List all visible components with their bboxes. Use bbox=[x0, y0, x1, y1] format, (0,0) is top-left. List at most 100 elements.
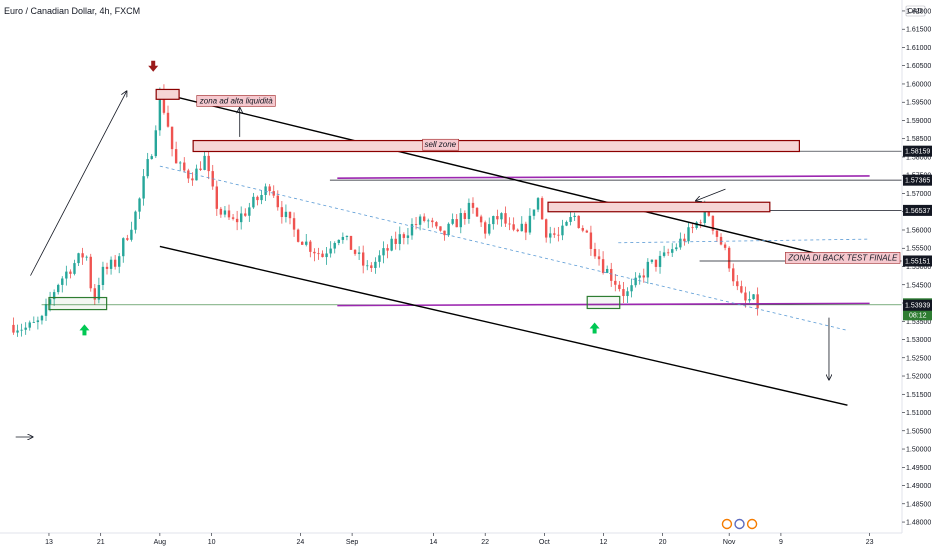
candle-body bbox=[73, 263, 76, 274]
candle-body bbox=[305, 241, 308, 245]
candle-body bbox=[20, 329, 23, 331]
candle-body bbox=[337, 239, 340, 243]
event-icon-2 bbox=[746, 518, 758, 530]
y-tick-label: 1.49000 bbox=[906, 483, 931, 490]
candle-body bbox=[443, 230, 446, 236]
candle-body bbox=[740, 286, 743, 293]
y-tick-label: 1.52000 bbox=[906, 374, 931, 381]
candle-body bbox=[134, 211, 137, 230]
candle-body bbox=[723, 244, 727, 248]
candle-body bbox=[614, 280, 617, 285]
candle-body bbox=[105, 266, 109, 269]
candle-body bbox=[296, 229, 300, 242]
y-tick-label: 1.55000 bbox=[906, 264, 931, 271]
candle-body bbox=[727, 247, 731, 269]
candle-body bbox=[524, 223, 528, 233]
candle-body bbox=[414, 224, 418, 225]
candle-body bbox=[752, 294, 755, 300]
candle-body bbox=[691, 227, 694, 229]
candle-body bbox=[544, 219, 548, 238]
candle-body bbox=[309, 241, 312, 252]
candle-body bbox=[280, 207, 284, 218]
y-tick-label: 1.61500 bbox=[906, 27, 931, 34]
candle-body bbox=[496, 216, 499, 220]
candle-body bbox=[191, 178, 194, 181]
candle-body bbox=[422, 216, 426, 221]
candle-body bbox=[24, 327, 27, 330]
price-label-bg-2 bbox=[903, 204, 932, 216]
y-tick-label: 1.59500 bbox=[906, 100, 931, 107]
x-tick-label: 10 bbox=[208, 539, 216, 546]
price-label-bg-1 bbox=[903, 174, 932, 186]
candle-body bbox=[642, 275, 645, 278]
candle-body bbox=[248, 207, 251, 216]
candle-body bbox=[589, 232, 593, 249]
x-tick-label: 12 bbox=[600, 539, 608, 546]
y-tick-label: 1.48000 bbox=[906, 520, 931, 527]
candle-body bbox=[634, 277, 637, 286]
x-tick-label: 23 bbox=[866, 539, 874, 546]
candle-body bbox=[500, 213, 503, 220]
candle-body bbox=[142, 176, 145, 199]
candle-body bbox=[483, 222, 487, 234]
candle-body bbox=[386, 248, 389, 251]
candle-body bbox=[162, 91, 166, 113]
candle-body bbox=[16, 330, 19, 333]
x-tick-label: 13 bbox=[45, 539, 53, 546]
candle-body bbox=[235, 218, 239, 223]
candle-body bbox=[284, 211, 288, 218]
candle-body bbox=[81, 253, 84, 258]
countdown-bg bbox=[903, 309, 932, 321]
x-tick-label: Nov bbox=[723, 539, 736, 546]
candle-body bbox=[662, 252, 666, 256]
candle-body bbox=[601, 259, 605, 273]
candle-body bbox=[268, 186, 271, 192]
candle-body bbox=[219, 208, 223, 215]
candle-body bbox=[455, 219, 458, 228]
candle-body bbox=[85, 256, 88, 258]
candle-body bbox=[488, 224, 491, 234]
candle-body bbox=[174, 149, 178, 164]
y-tick-label: 1.57000 bbox=[906, 191, 931, 198]
candle-body bbox=[313, 251, 316, 254]
y-tick-label: 1.58500 bbox=[906, 136, 931, 143]
green-up-arrow-icon-1 bbox=[589, 322, 600, 334]
candle-body bbox=[658, 255, 662, 267]
candle-body bbox=[378, 255, 381, 262]
candle-body bbox=[44, 304, 48, 316]
candle-body bbox=[569, 217, 572, 222]
candle-body bbox=[439, 226, 442, 231]
candle-body bbox=[357, 252, 361, 254]
candle-body bbox=[467, 202, 471, 219]
candle-body bbox=[382, 248, 385, 256]
x-tick-label: 14 bbox=[430, 539, 438, 546]
candle-body bbox=[431, 220, 434, 223]
dotted-level-line bbox=[618, 238, 870, 244]
candle-body bbox=[231, 217, 235, 219]
candle-body bbox=[597, 256, 601, 260]
candle-body bbox=[36, 320, 40, 323]
time-axis-bg bbox=[0, 533, 932, 550]
candle-body bbox=[101, 266, 105, 285]
price-label-bg-3 bbox=[903, 255, 932, 267]
candle-body bbox=[170, 126, 174, 150]
price-label-bg-0 bbox=[903, 145, 932, 157]
candle-body bbox=[536, 198, 540, 210]
candle-body bbox=[675, 247, 678, 250]
candle-body bbox=[492, 216, 495, 225]
candle-body bbox=[427, 220, 430, 222]
green-up-arrow-icon-0 bbox=[79, 324, 90, 336]
candle-body bbox=[256, 196, 259, 201]
dotted-trend-line bbox=[159, 165, 848, 331]
candle-body bbox=[654, 259, 658, 267]
y-tick-label: 1.48500 bbox=[906, 501, 931, 508]
candle-body bbox=[435, 222, 438, 227]
candle-body bbox=[671, 249, 674, 253]
top-down-marker-icon bbox=[148, 60, 159, 72]
candle-body bbox=[333, 242, 336, 249]
countdown-label: 08:12 bbox=[909, 312, 927, 319]
candle-body bbox=[97, 284, 101, 300]
candle-body bbox=[223, 210, 227, 215]
candle-body bbox=[683, 238, 686, 242]
